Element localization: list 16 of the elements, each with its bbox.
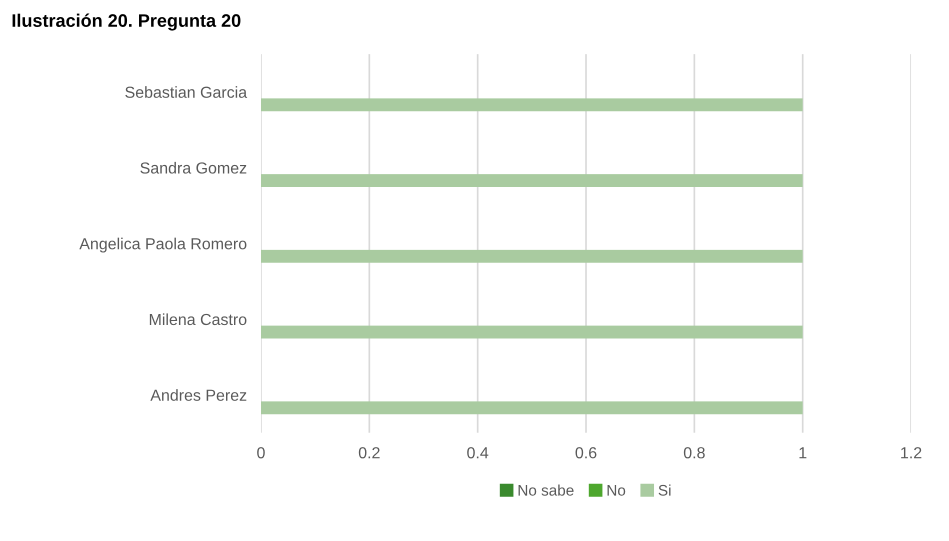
x-tick-label: 0.8: [684, 447, 705, 458]
y-tick-label: Andres Perez: [150, 389, 246, 401]
legend-label: No sabe: [518, 484, 574, 496]
x-tick-label: 0: [257, 447, 265, 458]
x-tick-label: 1.2: [901, 447, 922, 458]
x-tick-label: 0.4: [467, 447, 488, 458]
x-tick-label: 0.6: [576, 447, 596, 458]
y-tick-label: Sandra Gomez: [140, 162, 246, 174]
y-tick-label: Sebastian Garcia: [125, 86, 248, 98]
x-tick-label: 1: [799, 447, 806, 458]
x-tick-label: 0.2: [358, 447, 380, 458]
chart-title: Ilustración 20. Pregunta 20: [12, 14, 240, 31]
y-tick-label: Milena Castro: [150, 313, 246, 326]
legend-label: Si: [658, 484, 670, 496]
legend-label: No: [608, 485, 626, 496]
y-tick-label: Angelica Paola Romero: [79, 238, 246, 253]
